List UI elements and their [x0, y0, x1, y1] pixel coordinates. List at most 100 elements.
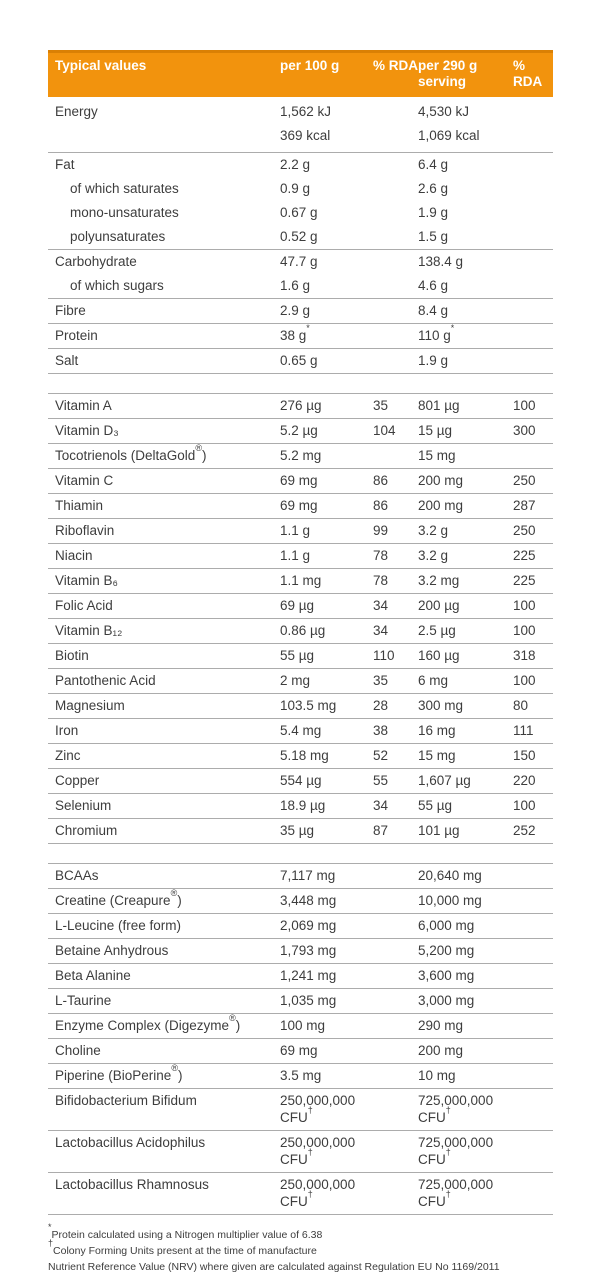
per-100g-value: 5.4 mg — [280, 723, 322, 738]
table-row: Lactobacillus Acidophilus 250,000,000 CFU… — [48, 1131, 553, 1173]
per-290g-value: 10 mg — [418, 1068, 456, 1083]
row-label: Niacin — [55, 548, 93, 563]
table-row: polyunsaturates 0.52 g 1.5 g — [48, 225, 553, 250]
row-label: Riboflavin — [55, 523, 115, 538]
per-290g-value: 200 mg — [418, 473, 464, 488]
per-290g-value: 15 mg — [418, 448, 456, 463]
table-row: of which sugars 1.6 g 4.6 g — [48, 274, 553, 299]
per-290g-rda — [513, 892, 553, 909]
table-row: BCAAs 7,117 mg 20,640 mg — [48, 864, 553, 889]
per-100g-rda: 86 — [373, 473, 389, 488]
per-290g-rda: 318 — [513, 648, 536, 663]
row-label: of which saturates — [70, 181, 179, 196]
header-rda-290g: % RDA — [513, 58, 543, 89]
row-label: Vitamin B₆ — [55, 573, 118, 588]
per-100g-value: 1,793 mg — [280, 943, 337, 958]
per-100g-rda: 34 — [373, 623, 389, 638]
table-row: L-Taurine 1,035 mg 3,000 mg — [48, 989, 553, 1014]
per-290g-rda: 100 — [513, 398, 536, 413]
per-290g-rda: 225 — [513, 573, 536, 588]
row-label: Energy — [55, 104, 98, 119]
per-290g-value: 5,200 mg — [418, 943, 475, 958]
footnotes: *Protein calculated using a Nitrogen mul… — [48, 1222, 553, 1275]
per-290g-rda: 287 — [513, 498, 536, 513]
row-label: of which sugars — [70, 278, 164, 293]
per-290g-rda — [513, 204, 553, 221]
per-290g-rda — [513, 253, 553, 270]
per-100g-rda: 35 — [373, 673, 389, 688]
per-100g-rda — [373, 1092, 418, 1126]
row-label: Iron — [55, 723, 79, 738]
per-290g-value: 1,607 µg — [418, 773, 471, 788]
row-label: L-Taurine — [55, 993, 112, 1008]
table-row: Vitamin D₃ 5.2 µg 104 15 µg 300 — [48, 419, 553, 444]
row-label: Lactobacillus Acidophilus — [55, 1135, 206, 1150]
per-100g-value: 0.52 g — [280, 229, 318, 244]
per-290g-value: 4,530 kJ 1,069 kcal — [418, 104, 480, 143]
table-row: Vitamin A 276 µg 35 801 µg 100 — [48, 394, 553, 419]
table-section: Energy 1,562 kJ 369 kcal 4,530 kJ 1,069 kc… — [48, 97, 553, 374]
table-row: Beta Alanine 1,241 mg 3,600 mg — [48, 964, 553, 989]
per-290g-value: 3.2 g — [418, 523, 449, 538]
table-row: Betaine Anhydrous 1,793 mg 5,200 mg — [48, 939, 553, 964]
table-section: BCAAs 7,117 mg 20,640 mg Creatine (Creapure… — [48, 863, 553, 1215]
per-290g-rda — [513, 917, 553, 934]
per-290g-rda: 252 — [513, 823, 536, 838]
table-row: Vitamin B₆ 1.1 mg 78 3.2 mg 225 — [48, 569, 553, 594]
row-label: BCAAs — [55, 868, 99, 883]
row-label: Enzyme Complex (Digezyme®) — [55, 1012, 241, 1033]
per-100g-rda: 34 — [373, 798, 389, 813]
table-row: Copper 554 µg 55 1,607 µg 220 — [48, 769, 553, 794]
row-label: Fat — [55, 157, 75, 172]
per-290g-value: 8.4 g — [418, 303, 449, 318]
per-290g-rda — [513, 302, 553, 319]
table-row: Folic Acid 69 µg 34 200 µg 100 — [48, 594, 553, 619]
per-100g-value: 0.9 g — [280, 181, 311, 196]
row-label: Copper — [55, 773, 100, 788]
table-row: Enzyme Complex (Digezyme®) 100 mg 290 mg — [48, 1012, 553, 1039]
per-100g-rda — [373, 1176, 418, 1210]
per-290g-value: 20,640 mg — [418, 868, 482, 883]
per-100g-value: 1.1 mg — [280, 573, 322, 588]
per-100g-value: 1,241 mg — [280, 968, 337, 983]
per-100g-value: 69 mg — [280, 498, 318, 513]
table-row: Protein 38 g* 110 g* — [48, 322, 553, 349]
row-label: Zinc — [55, 748, 81, 763]
table-row: L-Leucine (free form) 2,069 mg 6,000 mg — [48, 914, 553, 939]
per-100g-value: 554 µg — [280, 773, 322, 788]
row-label: Choline — [55, 1043, 101, 1058]
per-290g-value: 3,600 mg — [418, 968, 475, 983]
table-row: Zinc 5.18 mg 52 15 mg 150 — [48, 744, 553, 769]
table-row: mono-unsaturates 0.67 g 1.9 g — [48, 201, 553, 225]
per-290g-rda — [513, 1176, 553, 1210]
per-290g-value: 101 µg — [418, 823, 460, 838]
per-100g-rda — [373, 892, 418, 909]
per-290g-rda: 100 — [513, 623, 536, 638]
per-100g-value: 38 g* — [280, 322, 310, 343]
row-label: Tocotrienols (DeltaGold®) — [55, 442, 207, 463]
per-100g-value: 0.86 µg — [280, 623, 326, 638]
row-label: Bifidobacterium Bifidum — [55, 1093, 197, 1108]
per-100g-rda — [373, 967, 418, 984]
per-100g-value: 250,000,000 CFU† — [280, 1177, 356, 1209]
table-row: Fibre 2.9 g 8.4 g — [48, 299, 553, 324]
per-290g-value: 10,000 mg — [418, 893, 482, 908]
per-100g-value: 55 µg — [280, 648, 315, 663]
per-290g-rda: 80 — [513, 698, 529, 713]
per-100g-rda — [373, 302, 418, 319]
per-290g-rda: 100 — [513, 598, 536, 613]
per-290g-rda: 100 — [513, 798, 536, 813]
per-100g-rda: 38 — [373, 723, 389, 738]
table-row: Chromium 35 µg 87 101 µg 252 — [48, 819, 553, 844]
per-100g-rda: 28 — [373, 698, 389, 713]
per-100g-value: 69 mg — [280, 1043, 318, 1058]
header-per-100g: per 100 g — [280, 58, 340, 73]
per-100g-rda: 104 — [373, 423, 396, 438]
table-row: Pantothenic Acid 2 mg 35 6 mg 100 — [48, 669, 553, 694]
per-290g-value: 3,000 mg — [418, 993, 475, 1008]
per-100g-rda — [373, 1042, 418, 1059]
per-100g-value: 5.18 mg — [280, 748, 329, 763]
per-100g-value: 3,448 mg — [280, 893, 337, 908]
per-100g-value: 2 mg — [280, 673, 311, 688]
per-290g-rda — [513, 967, 553, 984]
